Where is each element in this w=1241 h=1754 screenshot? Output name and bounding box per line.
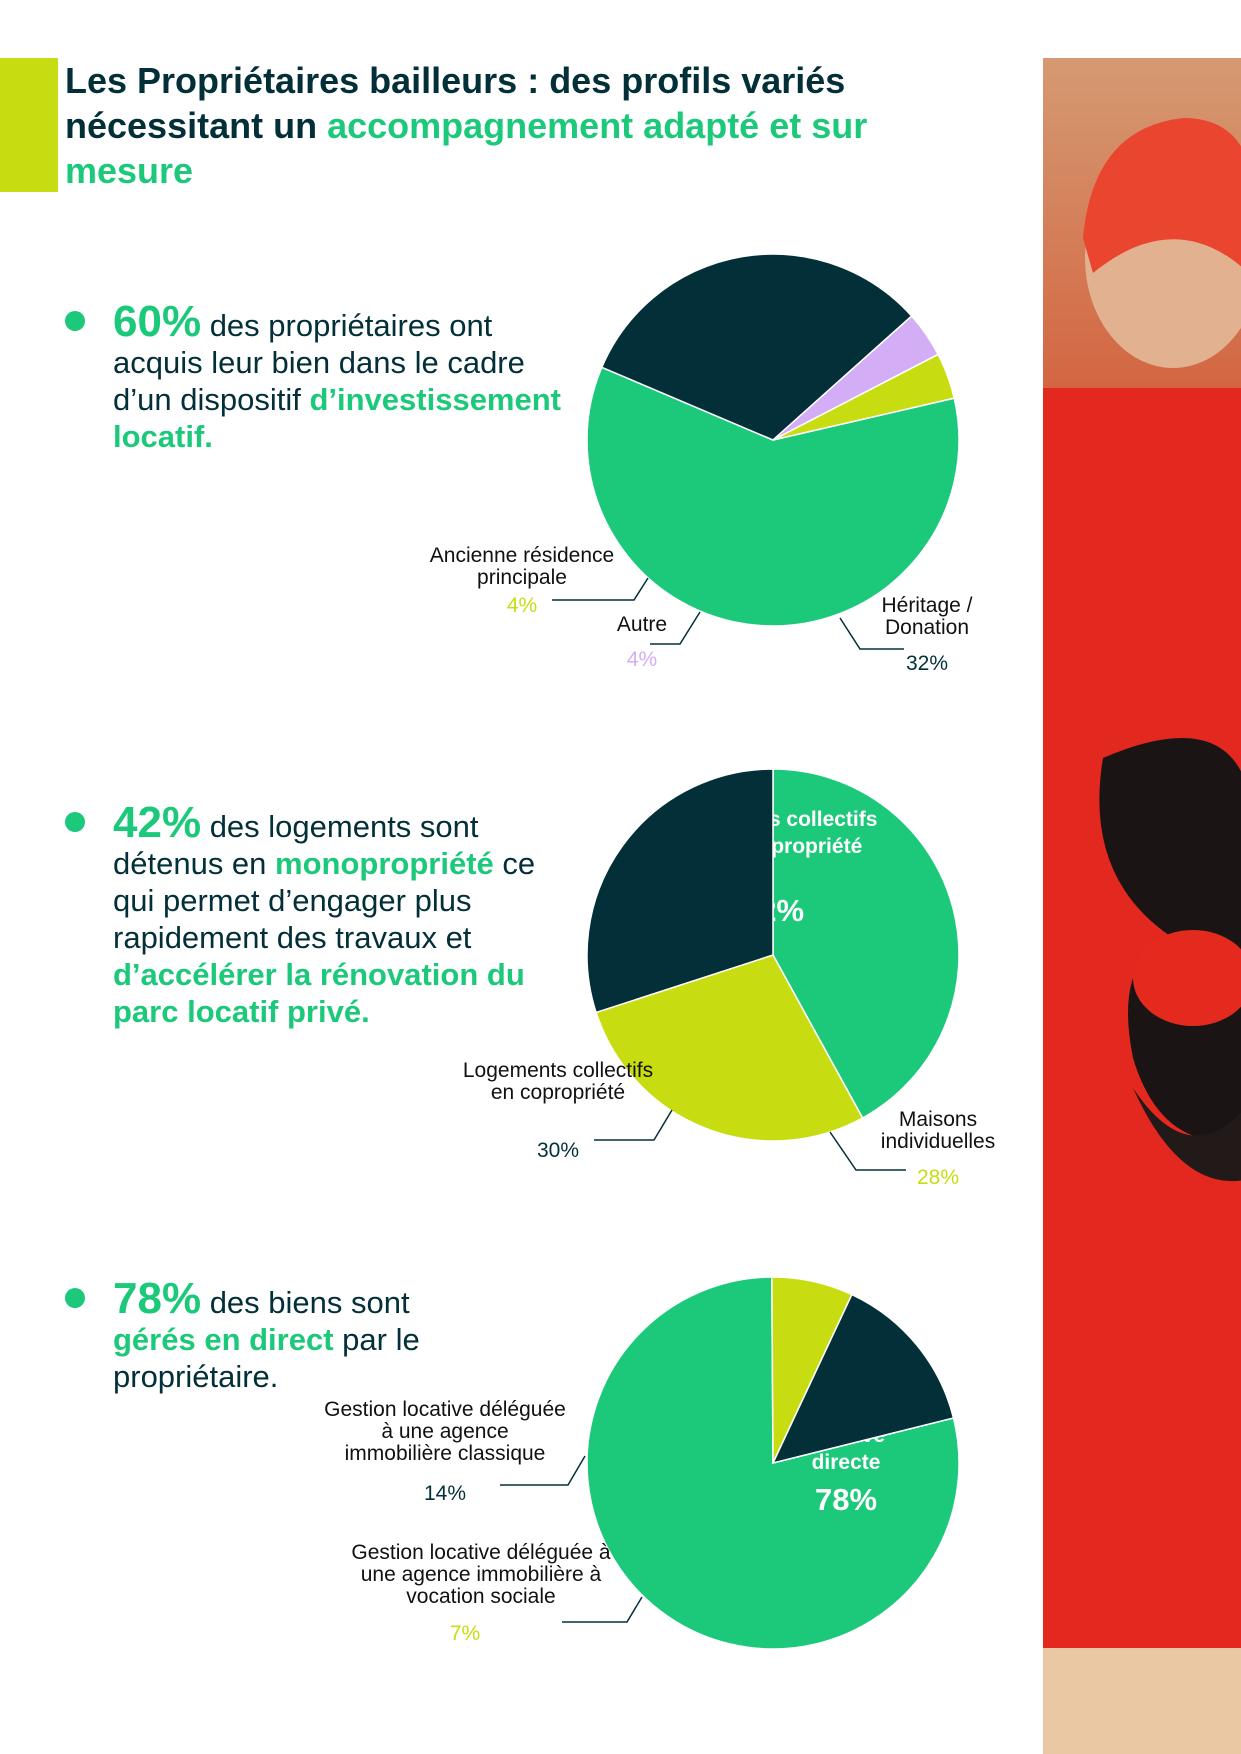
leader-line (500, 1455, 586, 1486)
stat-text: 42% des logements sont détenus en monopr… (113, 801, 565, 1030)
stat-highlight-2: d’accélérer la rénovation du parc locati… (113, 957, 525, 1029)
slice-percent: 7% (450, 1622, 480, 1645)
stat-text-1: des propriétaires ont acquis leur bien d… (113, 308, 525, 417)
pie-charts: Investissementlocatif60%Héritage /Donati… (324, 253, 995, 1650)
slice-percent: 78% (815, 1482, 877, 1517)
slice-percent: 4% (627, 648, 657, 671)
slice-label: Autre (617, 613, 667, 636)
slice-percent: 14% (424, 1482, 466, 1505)
title-part-2: accompagnement adapté et sur mesure (65, 105, 868, 191)
leader-line (562, 1596, 643, 1623)
slice-label: Maisons (899, 1108, 977, 1131)
title-accent-bar (0, 58, 58, 192)
leader-line (650, 611, 701, 645)
slice-label: Ancienne résidence (430, 544, 614, 567)
slice-label: à une agence (381, 1420, 508, 1443)
stat-text: 78% des biens sont gérés en direct par l… (113, 1277, 485, 1395)
bullet-dot (65, 812, 85, 832)
pie-slice-logements-collectifs-en-monopropriete (772, 768, 960, 1120)
pie-slice-heritage-donation (600, 253, 913, 441)
stat-text-1: des logements sont détenus en (113, 809, 479, 881)
stat-value: 60% (113, 297, 202, 346)
pie-slice-investissement-locatif (586, 366, 960, 627)
person-photo (1043, 58, 1241, 1754)
stat-text-2: ce qui permet d’engager plus rapidement … (113, 846, 536, 955)
stat-text: 60% des propriétaires ont acquis leur bi… (113, 300, 565, 455)
slice-label: directe (812, 1451, 881, 1474)
slice-label: immobilière classique (345, 1442, 546, 1465)
slice-percent: 4% (507, 594, 537, 617)
slice-label: vocation sociale (406, 1585, 555, 1608)
stat-text-2: par le propriétaire. (113, 1322, 420, 1394)
stat-monopropriete: 42% des logements sont détenus en monopr… (65, 801, 565, 1030)
slice-label: en copropriété (491, 1081, 625, 1104)
slice-label: individuelles (881, 1130, 995, 1153)
stat-highlight-1: monopropriété (275, 846, 494, 881)
pie-slice-gestion-locative-deleguee-a-une-agence-immobiliere-classique (771, 1293, 955, 1465)
leader-line (839, 617, 904, 650)
slice-label: Logements collectifs (463, 1059, 653, 1082)
slice-percent: 32% (906, 652, 948, 675)
page-title: Les Propriétaires bailleurs : des profil… (65, 58, 985, 193)
stat-highlight-1: gérés en direct (113, 1322, 334, 1357)
person-illustration (1043, 118, 1241, 1754)
title-part-1: Les Propriétaires bailleurs : des profil… (65, 60, 846, 146)
bullet-dot (65, 1288, 85, 1308)
bullet-dot (65, 311, 85, 331)
slice-label: une agence immobilière à (361, 1563, 602, 1586)
pie-slice-gestion-locative-directe (586, 1276, 960, 1650)
stat-value: 78% (113, 1274, 202, 1323)
stat-value: 42% (113, 798, 202, 847)
stat-highlight-1: d’investissement locatif. (113, 382, 561, 454)
leader-line (594, 1109, 673, 1141)
slice-label: Gestion locative déléguée (324, 1398, 566, 1421)
pie-slice-logements-collectifs-en-copropriete (586, 768, 774, 1014)
leader-line (829, 1131, 906, 1171)
pie-slice-ancienne-residence-principale (772, 353, 956, 441)
slice-label: Héritage / (881, 594, 972, 617)
stat-investissement: 60% des propriétaires ont acquis leur bi… (65, 300, 565, 455)
slice-label: principale (477, 566, 567, 589)
leader-line (552, 577, 649, 601)
stat-text-1: des biens sont (201, 1285, 410, 1320)
slice-label: Donation (885, 616, 969, 639)
slice-label: Gestion locative déléguée à (351, 1541, 610, 1564)
stat-gestion-directe: 78% des biens sont gérés en direct par l… (65, 1277, 485, 1395)
slice-percent: 28% (917, 1166, 959, 1189)
pie-slice-maisons-individuelles (595, 954, 864, 1142)
slice-percent: 30% (537, 1139, 579, 1162)
